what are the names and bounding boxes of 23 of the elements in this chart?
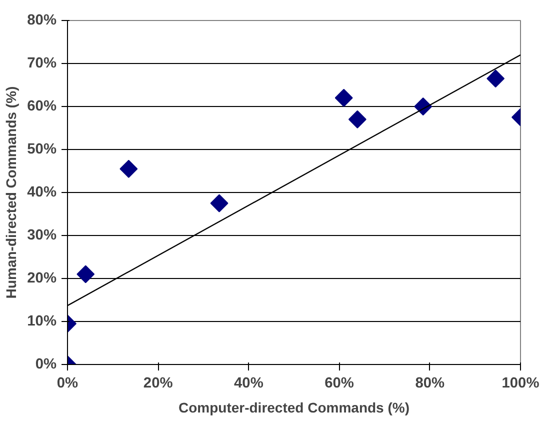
x-axis-title: Computer-directed Commands (%) [178, 400, 410, 416]
point [76, 265, 95, 284]
y-tick-label: 0% [35, 356, 57, 372]
y-tick-label: 50% [27, 142, 57, 158]
y-tick-label: 30% [27, 228, 57, 244]
point [486, 70, 505, 88]
y-axis-title: Human-directed Commands (%) [3, 86, 20, 299]
x-tick-label: 40% [234, 376, 264, 392]
y-tick-label: 60% [27, 98, 57, 114]
point [210, 194, 228, 212]
y-tick-label: 80% [27, 12, 57, 28]
y-tick-label: 70% [27, 56, 57, 72]
x-tick-label: 80% [415, 376, 445, 392]
point [334, 88, 353, 107]
y-tick-label: 20% [27, 270, 57, 286]
x-tick-label: 20% [143, 376, 173, 392]
x-tick-label: 60% [324, 376, 354, 392]
y-tick-label: 10% [27, 314, 57, 330]
y-tick-label: 40% [27, 184, 57, 200]
x-tick-label: 100% [502, 376, 540, 392]
x-tick-label: 0% [56, 376, 78, 392]
point [348, 110, 366, 128]
point [120, 160, 138, 178]
